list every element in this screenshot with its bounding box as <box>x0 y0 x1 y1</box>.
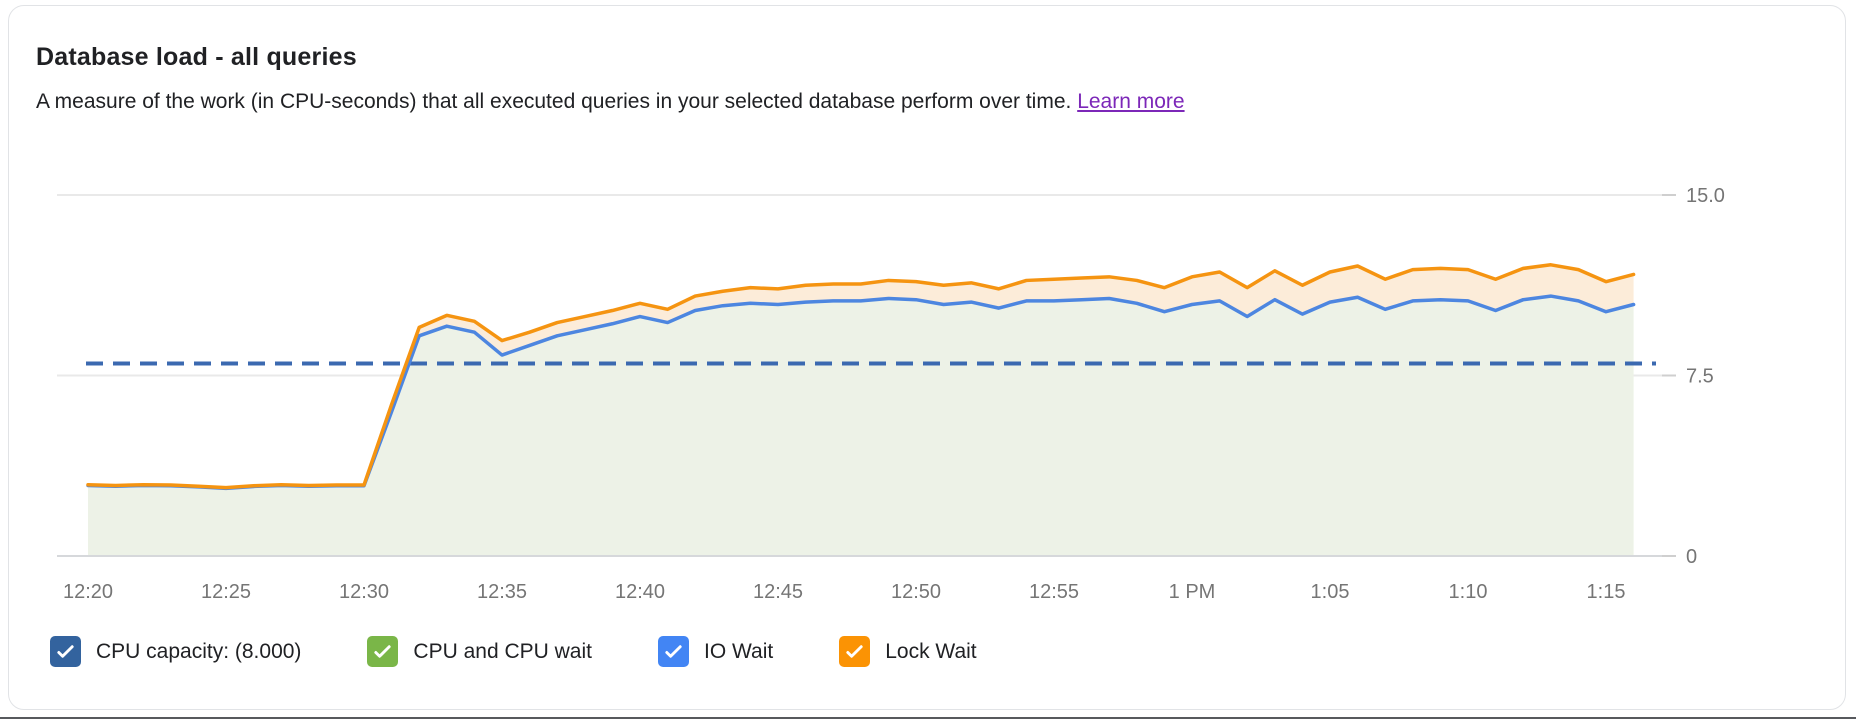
chart-legend: CPU capacity: (8.000) CPU and CPU wait I… <box>50 636 977 667</box>
legend-label-io-wait: IO Wait <box>703 639 774 663</box>
chart-description-text: A measure of the work (in CPU-seconds) t… <box>36 90 1072 113</box>
x-axis-label: 12:45 <box>753 581 803 603</box>
checked-checkbox-icon[interactable] <box>839 636 871 667</box>
io-wait-area <box>88 296 1634 556</box>
x-axis-label: 12:50 <box>891 581 941 603</box>
legend-label-cpu-and-cpu-wait: CPU and CPU wait <box>413 639 592 663</box>
x-axis-label: 1:05 <box>1311 581 1350 603</box>
x-axis-label: 12:25 <box>201 581 251 603</box>
legend-item-io-wait[interactable]: IO Wait <box>657 636 774 667</box>
x-axis-label: 1:10 <box>1449 581 1488 603</box>
checked-checkbox-icon[interactable] <box>50 636 81 667</box>
x-axis-label: 12:20 <box>63 581 113 603</box>
learn-more-link[interactable]: Learn more <box>1077 90 1185 113</box>
legend-label-lock-wait: Lock Wait <box>885 639 977 663</box>
checked-checkbox-icon[interactable] <box>367 636 399 667</box>
x-axis-label: 12:40 <box>615 581 665 603</box>
chart-description: A measure of the work (in CPU-seconds) t… <box>36 90 1185 114</box>
x-axis-label: 12:35 <box>477 581 527 603</box>
legend-item-cpu-capacity[interactable]: CPU capacity: (8.000) <box>50 636 301 667</box>
x-axis-label: 12:55 <box>1029 581 1079 603</box>
y-axis-label: 7.5 <box>1686 366 1714 388</box>
lock-wait-line <box>86 263 1636 490</box>
x-axis-label: 12:30 <box>339 581 389 603</box>
legend-label-cpu-capacity: CPU capacity: (8.000) <box>96 639 302 663</box>
lock-wait-area <box>88 264 1634 489</box>
legend-item-cpu-and-cpu-wait[interactable]: CPU and CPU wait <box>367 636 592 667</box>
x-axis-label: 1:15 <box>1587 581 1626 603</box>
x-axis-label: 1 PM <box>1169 581 1216 603</box>
checked-checkbox-icon[interactable] <box>657 636 689 667</box>
legend-item-lock-wait[interactable]: Lock Wait <box>839 636 977 667</box>
y-axis-label: 0 <box>1686 546 1697 568</box>
panel-bottom-edge <box>0 717 1856 719</box>
page-title: Database load - all queries <box>36 43 357 71</box>
database-load-card: Database load - all queries A measure of… <box>8 5 1846 710</box>
y-axis-label: 15.0 <box>1686 185 1725 207</box>
